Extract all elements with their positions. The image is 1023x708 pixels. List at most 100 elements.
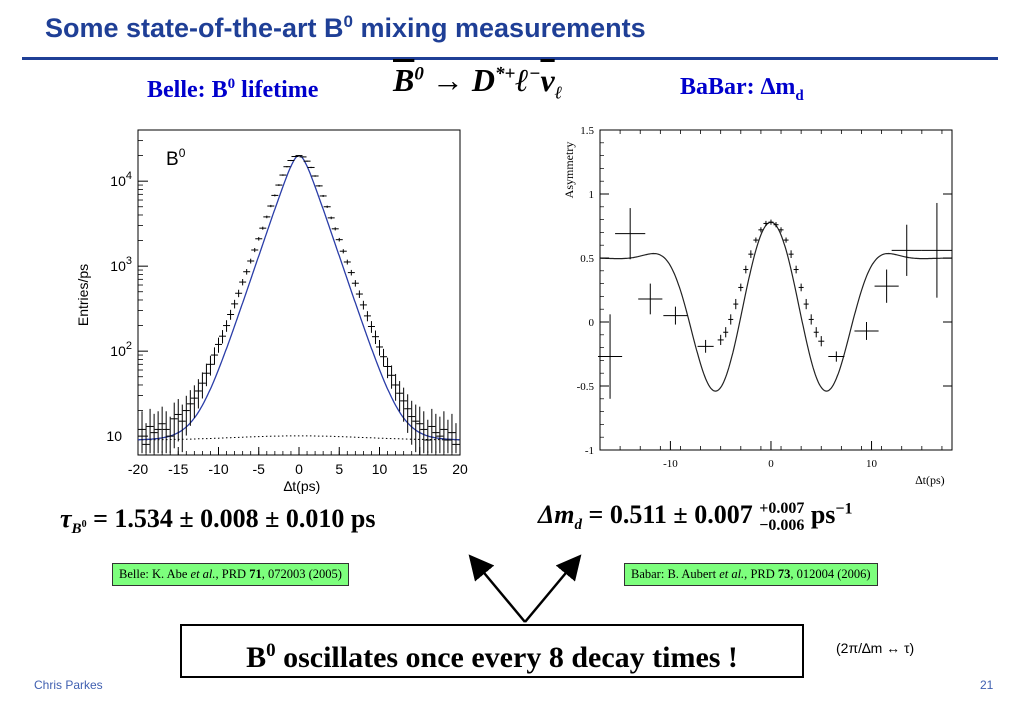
belle-data-point [291, 155, 299, 158]
belle-xtick-label: 20 [452, 461, 468, 477]
belle-data-point [243, 269, 251, 275]
babar-data-point [793, 265, 799, 274]
belle-data-point [436, 416, 444, 454]
belle-data-point [178, 404, 186, 453]
decay-formula: B0 → D*+ℓ−νℓ [393, 62, 563, 103]
babar-data-point [921, 202, 952, 298]
babar-xtick-label: -10 [663, 458, 678, 470]
belle-data-point [194, 379, 202, 409]
belle-data-point [210, 347, 218, 365]
babar-data-point [738, 283, 744, 292]
arrow-to-babar [524, 554, 582, 623]
belle-data-point [186, 390, 194, 426]
belle-data-point [388, 365, 396, 389]
belle-data-point [327, 216, 335, 220]
belle-data-point [448, 413, 456, 454]
babar-data-point [783, 237, 789, 243]
belle-data-point [367, 321, 375, 333]
babar-ytick-label: 1.5 [580, 125, 594, 137]
belle-xtick-label: -10 [208, 461, 228, 477]
belle-data-point [271, 194, 279, 197]
page-number: 21 [980, 678, 994, 692]
babar-data-point [854, 322, 879, 340]
belle-data-point [315, 185, 323, 187]
belle-lifetime-plot: -20 -15 -10 -5 0 5 10 15 20 10 102 103 104 B0 ∆t(ps… [75, 129, 468, 494]
belle-data-point [259, 226, 267, 230]
belle-xtick-label: 5 [335, 461, 343, 477]
belle-xtick-label: 0 [295, 461, 303, 477]
belle-data-point [206, 355, 214, 376]
belle-data-point [190, 385, 198, 418]
belle-data-point [166, 416, 174, 454]
belle-data-point [444, 419, 452, 454]
babar-data-point [813, 327, 819, 338]
babar-data-point [803, 298, 809, 310]
belle-data-point [323, 205, 331, 208]
belle-data-point [440, 411, 448, 454]
babar-data-point [818, 336, 825, 347]
belle-data-point [355, 290, 363, 298]
belle-data-point [295, 155, 303, 157]
belle-data-point [347, 269, 355, 276]
belle-data-point [363, 311, 371, 322]
belle-data-point [146, 408, 154, 454]
babar-panel-label: BaBar: ∆md [680, 74, 804, 104]
belle-data-point [420, 411, 428, 454]
babar-reference: Babar: B. Aubert et al., PRD 73, 012004 … [624, 563, 878, 586]
belle-data-point [319, 194, 327, 197]
babar-data-point [773, 222, 779, 228]
belle-data-point [138, 411, 146, 454]
belle-data-point [452, 423, 460, 454]
slide-title: Some state-of-the-art B0 mixing measurem… [45, 12, 646, 43]
babar-data-point [808, 314, 814, 325]
belle-data-point [235, 289, 243, 298]
babar-data-point [748, 250, 754, 258]
belle-data-point [343, 259, 351, 265]
babar-data-point [717, 334, 724, 346]
babar-asymmetric-error: +0.007 −0.006 [759, 500, 805, 535]
belle-data-point [251, 247, 259, 253]
belle-xtick-label: -15 [168, 461, 188, 477]
babar-data-point [743, 265, 749, 274]
babar-data-point [788, 250, 794, 258]
babar-data-point [874, 269, 899, 303]
belle-data-point [154, 411, 162, 454]
belle-data-point [142, 423, 150, 454]
babar-data-point [697, 339, 714, 353]
babar-data-point [753, 237, 759, 243]
belle-data-point [303, 160, 311, 162]
belle-lifetime-result: τB0 = 1.534 ± 0.008 ± 0.010 ps [60, 504, 376, 538]
babar-data-point [728, 314, 734, 325]
belle-data-point [404, 394, 412, 433]
babar-data-point [638, 283, 663, 315]
belle-background-curve [137, 435, 461, 441]
belle-ytick-label: 102 [110, 340, 132, 359]
babar-data-point [758, 227, 764, 233]
belle-data-point [263, 215, 271, 219]
belle-xtick-label: -5 [253, 461, 266, 477]
babar-data-point [733, 298, 739, 310]
belle-data-point [267, 204, 275, 208]
title-divider [22, 57, 998, 60]
babar-xtick-label: 10 [866, 458, 878, 470]
belle-xlabel: ∆t(ps) [284, 478, 321, 494]
belle-data-point [331, 227, 339, 231]
babar-data-point [778, 227, 784, 233]
belle-data-point [311, 175, 319, 177]
babar-ytick-label: 1 [589, 189, 595, 201]
babar-plot-frame [599, 129, 953, 451]
belle-data-point [396, 381, 404, 412]
babar-dm-result: Δmd = 0.511 ± 0.007 +0.007 −0.006 ps−1 [538, 500, 853, 535]
arrow-to-belle [468, 554, 526, 623]
babar-data-point [663, 306, 688, 325]
belle-data-point [428, 408, 436, 454]
babar-data-point [798, 283, 804, 292]
belle-data-point [359, 300, 367, 310]
belle-data-point [299, 156, 307, 158]
belle-ylabel: Entries/ps [75, 264, 91, 326]
babar-data-point [768, 219, 774, 225]
belle-data-point [182, 395, 190, 436]
belle-data-point [424, 419, 432, 454]
belle-data-point [275, 184, 283, 186]
period-note: (2π/∆m ↔ τ) [836, 640, 915, 656]
